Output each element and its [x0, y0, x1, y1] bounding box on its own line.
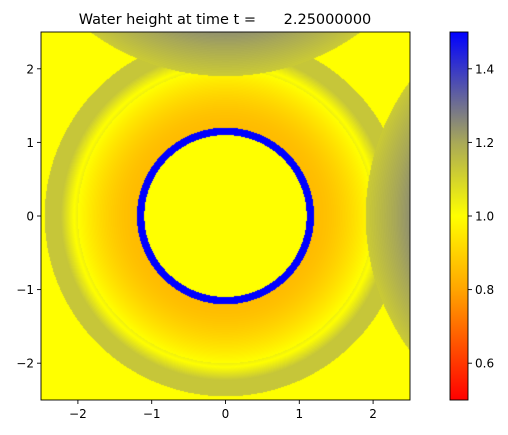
x-tick-label: 0: [222, 407, 230, 421]
x-axis: −2 −1 0 1 2: [69, 400, 377, 421]
y-tick-label: 2: [26, 62, 34, 76]
plot-area: [40, 31, 411, 401]
x-tick-label: 2: [369, 407, 377, 421]
colorbar-tick-label: 1.0: [475, 210, 494, 224]
colorbar-axis: 0.6 0.8 1.0 1.2 1.4: [468, 62, 494, 371]
colorbar-tick-label: 1.2: [475, 136, 494, 150]
y-tick-label: 0: [26, 210, 34, 224]
x-tick-label: −2: [69, 407, 87, 421]
colorbar: 0.6 0.8 1.0 1.2 1.4: [449, 31, 494, 401]
colorbar-tick-label: 0.8: [475, 283, 494, 297]
y-tick-label: 1: [26, 136, 34, 150]
y-tick-label: −1: [16, 283, 34, 297]
colorbar-tick-label: 0.6: [475, 357, 494, 371]
x-tick-label: −1: [143, 407, 161, 421]
heatmap: [41, 32, 410, 400]
y-tick-label: −2: [16, 357, 34, 371]
chart-title: Water height at time t = 2.25000000: [79, 12, 372, 28]
y-axis: −2 −1 0 1 2: [16, 62, 41, 371]
colorbar-gradient: [450, 32, 468, 400]
x-tick-label: 1: [295, 407, 303, 421]
colorbar-tick-label: 1.4: [475, 62, 494, 76]
